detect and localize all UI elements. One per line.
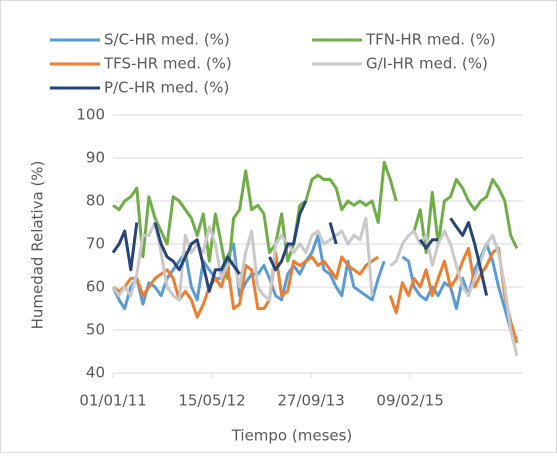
series-line — [111, 233, 519, 340]
y-tick-label: 100 — [76, 106, 105, 124]
legend-label: S/C-HR med. (%) — [104, 31, 230, 49]
x-tick-label: 15/05/12 — [178, 392, 245, 410]
legend-label: P/C-HR med. (%) — [104, 79, 229, 97]
series-line — [112, 160, 519, 280]
series-line — [111, 200, 489, 296]
y-axis-title: Humedad Relativa (%) — [29, 161, 47, 330]
y-tick-label: 70 — [86, 235, 105, 253]
y-tick-label: 80 — [86, 192, 105, 210]
y-tick-label: 90 — [86, 149, 105, 167]
y-tick-label: 40 — [86, 364, 105, 382]
x-axis-title: Tiempo (meses) — [231, 427, 353, 445]
y-tick-label: 50 — [86, 321, 105, 339]
legend-label: TFS-HR med. (%) — [103, 55, 232, 73]
legend-label: TFN-HR med. (%) — [365, 31, 496, 49]
series-line — [112, 246, 519, 344]
y-tick-label: 60 — [86, 278, 105, 296]
x-tick-label: 27/09/13 — [277, 392, 344, 410]
legend-label: G/I-HR med. (%) — [366, 55, 488, 73]
x-tick-label: 09/02/15 — [376, 392, 443, 410]
x-tick-label: 01/01/11 — [79, 392, 146, 410]
